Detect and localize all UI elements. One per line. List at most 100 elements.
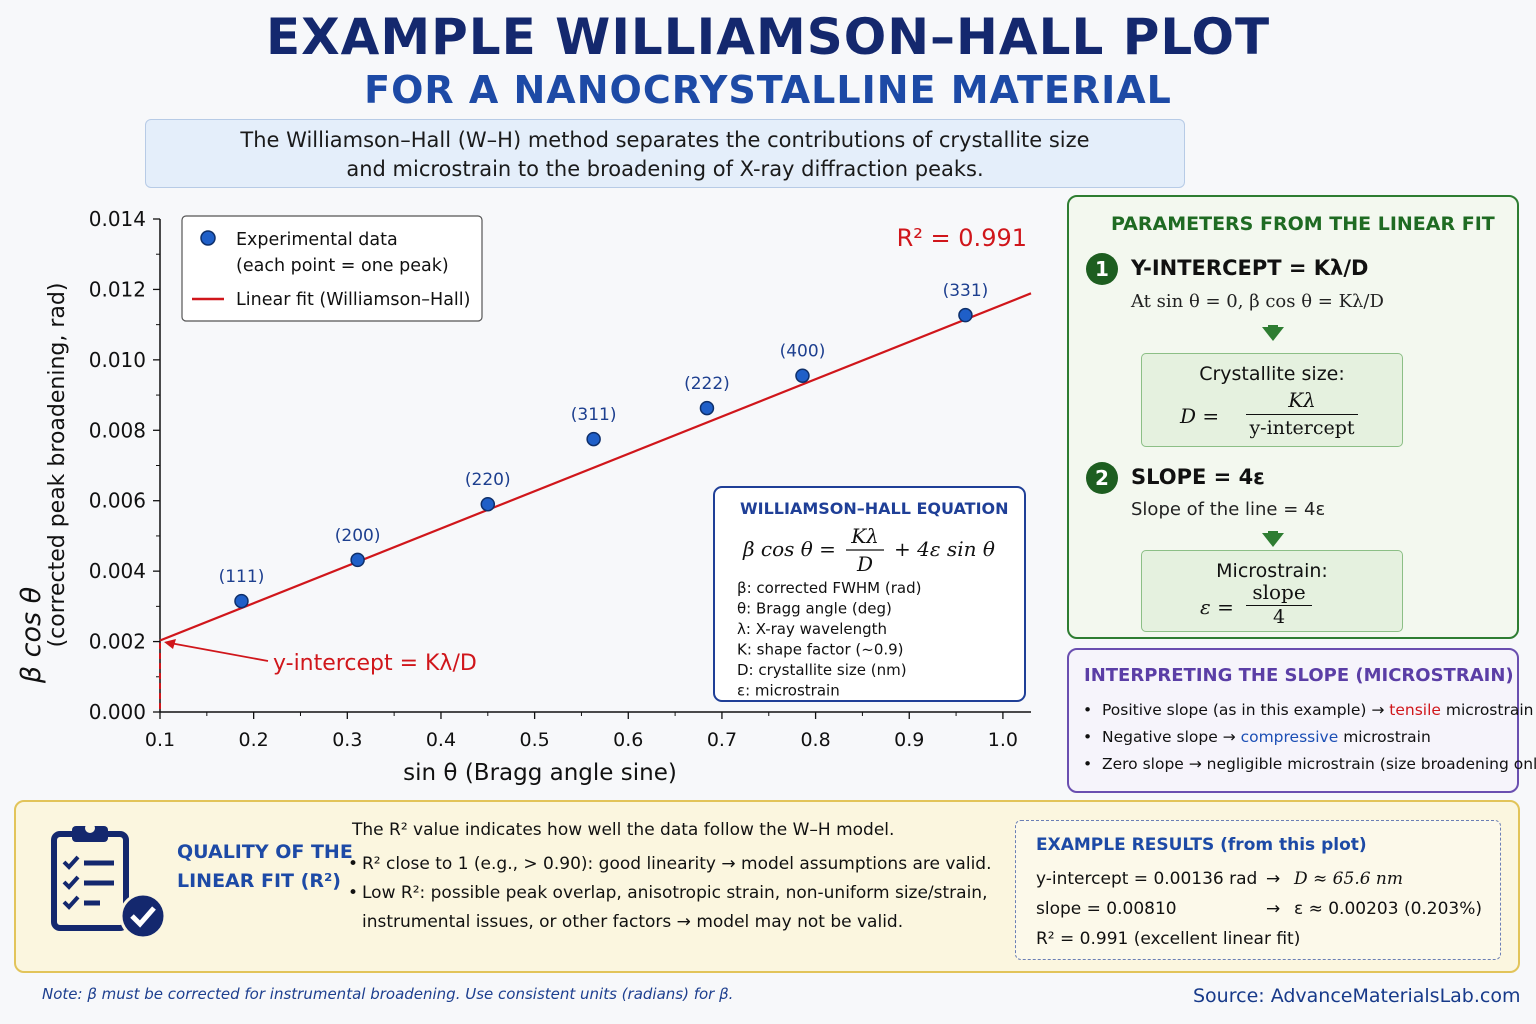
quality-intro: The R² value indicates how well the data… xyxy=(352,820,895,840)
x-tick-label: 0.1 xyxy=(145,729,175,751)
x-tick-label: 0.7 xyxy=(707,729,737,751)
example-results-box: EXAMPLE RESULTS (from this plot) y-inter… xyxy=(1015,820,1501,960)
x-tick-label: 0.3 xyxy=(332,729,362,751)
data-point-label: (331) xyxy=(943,281,989,301)
arrow-stem xyxy=(1268,531,1278,537)
equation-numerator: Kλ xyxy=(850,524,879,548)
step-2-text: Slope of the line = 4ε xyxy=(1131,499,1326,520)
x-tick-label: 0.9 xyxy=(894,729,924,751)
data-point xyxy=(480,496,496,512)
equation-definition: D: crystallite size (nm) xyxy=(737,661,907,679)
y-axis-label: β cos θ xyxy=(16,587,47,684)
legend-label-fit: Linear fit (Williamson–Hall) xyxy=(236,290,470,310)
step-1-title: Y-INTERCEPT = Kλ/D xyxy=(1131,256,1369,280)
footer-source: Source: AdvanceMaterialsLab.com xyxy=(1193,985,1521,1007)
plot-axes: 0.1 0.2 0.3 0.4 0.5 0.6 0.7 0.8 0.9 1.0 0.000 0.002… xyxy=(89,207,1031,751)
crystallite-size-box: Crystallite size: D = Kλ y-intercept xyxy=(1141,353,1403,447)
wh-plot: 0.1 0.2 0.3 0.4 0.5 0.6 0.7 0.8 0.9 1.0 0.000 0.002… xyxy=(16,207,1032,786)
crystallite-size-lhs: D = xyxy=(1180,404,1220,428)
footer-note: Note: β must be corrected for instrument… xyxy=(42,985,734,1003)
step-2-title: SLOPE = 4ε xyxy=(1131,465,1265,489)
y-tick-label: 0.000 xyxy=(89,700,146,724)
quality-list: R² close to 1 (e.g., > 0.90): good linea… xyxy=(348,850,991,937)
equation-definition: β: corrected FWHM (rad) xyxy=(737,579,921,597)
quality-bullet-low: Low R²: possible peak overlap, anisotrop… xyxy=(348,879,991,937)
equation-definition: λ: X-ray wavelength xyxy=(737,620,887,638)
data-point-label: (222) xyxy=(684,374,730,394)
y-tick-label: 0.010 xyxy=(89,348,146,372)
intercept-annotation: y-intercept = Kλ/D xyxy=(159,639,477,713)
slope-interpretation-panel: INTERPRETING THE SLOPE (MICROSTRAIN) • P… xyxy=(1067,648,1536,793)
x-axis-label: sin θ (Bragg angle sine) xyxy=(403,760,677,786)
data-point-label: (111) xyxy=(219,567,265,587)
microstrain-box: Microstrain: ε = slope 4 xyxy=(1141,550,1403,632)
data-point xyxy=(795,368,810,383)
results-title: EXAMPLE RESULTS (from this plot) xyxy=(1036,835,1367,855)
crystallite-size-label: Crystallite size: xyxy=(1199,363,1345,385)
results-row-r2: R² = 0.991 (excellent linear fit) xyxy=(1036,929,1301,949)
page-title: EXAMPLE WILLIAMSON–HALL PLOT xyxy=(265,8,1271,66)
arrow-stem xyxy=(1268,325,1278,331)
legend: Experimental data (each point = one peak… xyxy=(181,215,483,322)
y-tick-label: 0.014 xyxy=(89,207,146,231)
intercept-label: y-intercept = Kλ/D xyxy=(273,651,477,676)
step-2-badge: 2 xyxy=(1086,462,1118,494)
page-subtitle: FOR A NANOCRYSTALLINE MATERIAL xyxy=(364,68,1172,112)
equation-box: WILLIAMSON–HALL EQUATION β cos θ = Kλ D … xyxy=(713,486,1026,702)
y-tick-label: 0.012 xyxy=(89,277,146,301)
intro-line-2: and microstrain to the broadening of X-r… xyxy=(346,157,984,181)
y-axis-sublabel: (corrected peak broadening, rad) xyxy=(45,283,70,648)
equation-definition: θ: Bragg angle (deg) xyxy=(737,600,892,618)
legend-label-data: Experimental data xyxy=(236,230,398,250)
results-row-intercept: y-intercept = 0.00136 rad → D ≈ 65.6 nm xyxy=(1036,869,1404,889)
x-tick-label: 1.0 xyxy=(988,729,1018,751)
slope-item-negative: • Negative slope → compressive microstra… xyxy=(1083,728,1431,746)
arrow-down-icon xyxy=(1262,327,1284,341)
data-point-label: (200) xyxy=(335,526,381,546)
fit-layer xyxy=(159,292,1032,642)
checklist-icon xyxy=(51,823,166,940)
intro-line-1: The Williamson–Hall (W–H) method separat… xyxy=(240,128,1090,152)
results-row-slope: slope = 0.00810 → ε ≈ 0.00203 (0.203%) xyxy=(1036,899,1483,919)
quality-box: QUALITY OF THE LINEAR FIT (R²) The R² va… xyxy=(14,800,1520,973)
equation-definitions: β: corrected FWHM (rad) θ: Bragg angle (d… xyxy=(737,579,921,700)
x-tick-label: 0.5 xyxy=(520,729,550,751)
data-point-label: (400) xyxy=(780,342,826,362)
crystallite-size-denominator: y-intercept xyxy=(1249,417,1355,439)
fit-line xyxy=(159,292,1032,642)
r-squared-label: R² = 0.991 xyxy=(897,224,1027,252)
microstrain-lhs: ε = xyxy=(1200,595,1234,619)
equation-definition: K: shape factor (~0.9) xyxy=(737,641,904,659)
legend-sublabel-data: (each point = one peak) xyxy=(236,256,449,276)
data-point-label: (220) xyxy=(465,470,511,490)
data-point-label: (311) xyxy=(571,405,617,425)
step-1-text: At sin θ = 0, β cos θ = Kλ/D xyxy=(1131,291,1384,312)
microstrain-denominator: 4 xyxy=(1272,606,1286,628)
legend-marker-data xyxy=(200,230,216,246)
points-layer: (111) (200) (220) (311) (222) (400) (331) xyxy=(219,281,989,609)
y-tick-label: 0.002 xyxy=(89,630,146,654)
equation-lhs: β cos θ = xyxy=(742,537,836,561)
data-point xyxy=(350,552,365,568)
arrow-down-icon xyxy=(1262,533,1284,547)
data-point xyxy=(958,307,973,323)
x-tick-label: 0.8 xyxy=(800,729,830,751)
crystallite-size-fraction-bar xyxy=(1246,414,1358,415)
slope-item-zero: • Zero slope → negligible microstrain (s… xyxy=(1083,755,1536,773)
intro-box: The Williamson–Hall (W–H) method separat… xyxy=(145,119,1185,188)
data-point xyxy=(234,593,249,609)
data-point xyxy=(586,431,601,447)
equation-title: WILLIAMSON–HALL EQUATION xyxy=(740,499,1009,518)
equation-rhs: + 4ε sin θ xyxy=(894,537,995,561)
equation-definition: ε: microstrain xyxy=(737,682,840,700)
data-point xyxy=(699,400,715,416)
x-tick-label: 0.4 xyxy=(426,729,456,751)
equation-denominator: D xyxy=(856,552,873,576)
microstrain-label: Microstrain: xyxy=(1216,560,1328,582)
slope-item-positive: • Positive slope (as in this example) → … xyxy=(1083,701,1534,719)
x-tick-label: 0.6 xyxy=(613,729,643,751)
parameters-title: PARAMETERS FROM THE LINEAR FIT xyxy=(1111,213,1495,235)
quality-title: QUALITY OF THE LINEAR FIT (R²) xyxy=(177,841,353,892)
y-tick-label: 0.004 xyxy=(89,559,146,583)
quality-bullet-good: R² close to 1 (e.g., > 0.90): good linea… xyxy=(348,850,991,879)
